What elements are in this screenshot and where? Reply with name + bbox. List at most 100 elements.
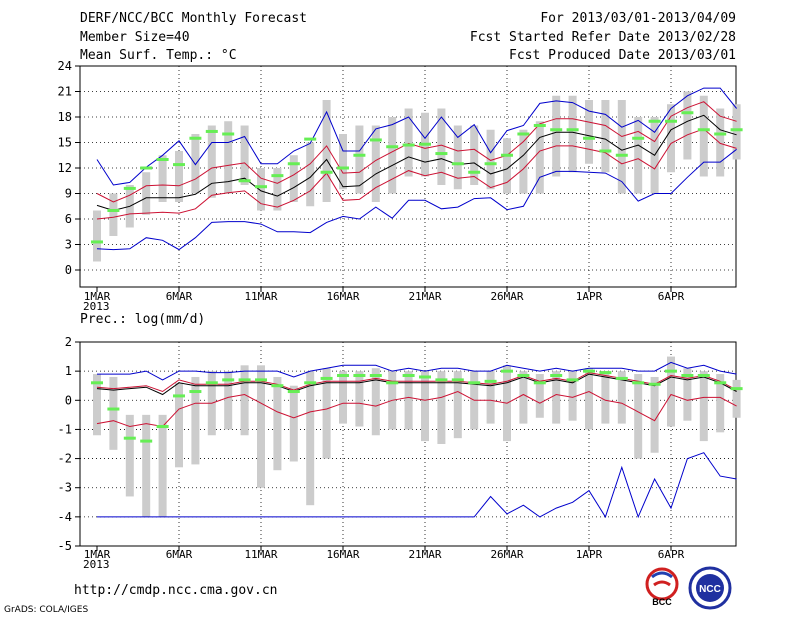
forecast-produced-date: Fcst Produced Date 2013/03/01 (509, 48, 736, 63)
panel2-median-marker (451, 378, 464, 382)
panel1-spread-box (257, 168, 265, 211)
panel1-x-tick-label: 1APR (576, 290, 603, 303)
panel2-x-tick-label: 6MAR (166, 548, 193, 561)
panel2-spread-box (273, 376, 282, 471)
grads-credit: GrADS: COLA/IGES (4, 605, 89, 615)
panel1-x-tick-label: 2013 (83, 300, 110, 313)
panel1-y-tick-label: 21 (58, 85, 72, 99)
panel1-spread-box (339, 134, 347, 190)
panel1-median-marker (517, 132, 530, 136)
panel2-max-line (97, 361, 737, 381)
panel1-y-tick-label: 3 (65, 238, 72, 252)
panel2-spread-box (585, 368, 593, 430)
panel2-median-marker (402, 374, 415, 378)
panel1-x-tick-label: 16MAR (326, 290, 359, 303)
panel1-y-tick-label: 18 (58, 110, 72, 124)
panel1-median-marker (369, 138, 382, 142)
panel2-median-marker (189, 390, 202, 394)
panel1-median-marker (173, 163, 185, 167)
panel1-lower-line (96, 128, 737, 220)
panel1-median-marker (681, 111, 694, 115)
panel1-median-marker (468, 170, 481, 174)
panel2-upper-line (96, 372, 737, 393)
panel2-spread-box (306, 371, 315, 506)
panel2-median-marker (484, 379, 497, 383)
panel1-median-marker (140, 166, 153, 170)
ncc-logo: NCC (688, 566, 732, 610)
panel1-spread-box (503, 138, 511, 194)
panel1-median-marker (419, 142, 431, 146)
panel1-spread-box (388, 117, 397, 194)
panel2-median-marker (320, 376, 333, 380)
panel2-y-tick-label: 1 (65, 364, 72, 378)
chart-title: DERF/NCC/BCC Monthly Forecast (80, 11, 307, 26)
panel2-x-tick-label: 11MAR (244, 548, 277, 561)
ncc-logo-text: NCC (699, 584, 721, 595)
panel2-median-marker (714, 381, 727, 385)
panel2-median-marker (173, 394, 185, 398)
panel2-spread-box (158, 414, 167, 517)
panel2-y-tick-label: -1 (58, 422, 72, 436)
panel1-median-marker (304, 137, 317, 141)
panel2-spread-box (486, 371, 495, 424)
panel1-spread-box (568, 95, 577, 173)
panel2-spread-box (617, 371, 626, 424)
source-url[interactable]: http://cmdp.ncc.cma.gov.cn (74, 583, 278, 598)
panel2-median-marker (222, 378, 235, 382)
panel2-x-tick-label: 1MAR (84, 548, 111, 561)
panel1-spread-box (158, 155, 167, 202)
panel2-spread-box (322, 368, 331, 459)
panel2-median-marker (550, 374, 563, 378)
panel2-spread-box (568, 371, 577, 421)
panel2-spread-box (699, 371, 708, 442)
panel1-median-marker (91, 240, 103, 244)
panel2-median-marker (304, 381, 317, 385)
panel1-spread-box (470, 125, 479, 185)
panel1-median-marker (583, 136, 595, 140)
panel2-spread-box (404, 371, 413, 430)
panel2-spread-box (224, 371, 233, 430)
panel2-median-marker (665, 369, 677, 373)
panel1-median-marker (107, 209, 120, 212)
panel1-median-marker (238, 179, 251, 183)
panel2-spread-box (519, 371, 528, 424)
panel1-spread-box (486, 129, 495, 190)
bcc-logo-text: BCC (652, 597, 672, 607)
panel2-median-marker (353, 374, 366, 378)
panel2-spread-box (552, 371, 561, 424)
panel2-median-marker (140, 439, 153, 443)
panel1-spread-box (552, 95, 561, 177)
panel1-y-tick-label: 12 (58, 161, 72, 175)
panel1-spread-box (601, 100, 610, 173)
panel1-spread-box (224, 121, 233, 194)
panel2-spread-box (93, 374, 101, 436)
panel1-median-marker (501, 153, 513, 157)
panel1-median-marker (484, 162, 497, 166)
panel1-median-marker (599, 149, 612, 153)
panel1-median-marker (550, 128, 563, 132)
panel1-x-tick-label: 26MAR (490, 290, 523, 303)
panel1-frame (79, 65, 737, 288)
panel2-spread-box (535, 374, 544, 418)
panel1-spread-box (535, 121, 544, 194)
panel2-spread-box (716, 374, 725, 433)
panel2-median-marker (583, 369, 595, 373)
panel1-spread-box (93, 210, 101, 262)
panel1-median-marker (189, 136, 202, 140)
panel1-x-tick-label: 11MAR (244, 290, 277, 303)
panel2-x-tick-label: 6APR (658, 548, 685, 561)
panel2-spread-box (371, 368, 380, 436)
panel2-median-marker (287, 390, 300, 394)
panel1-spread-box (634, 117, 643, 194)
panel1-spread-box (355, 125, 364, 194)
panel1-median-marker (632, 136, 645, 140)
panel2-spread-box (355, 371, 364, 427)
panel2-spread-box (601, 371, 610, 424)
forecast-start-date: Fcst Started Refer Date 2013/02/28 (469, 30, 736, 45)
panel2-spread-box (683, 368, 692, 421)
panel2-y-tick-label: -5 (58, 539, 72, 553)
panel2-title: Prec.: log(mm/d) (80, 312, 205, 327)
panel1-median-marker (665, 119, 677, 123)
panel2-median-marker (533, 381, 546, 385)
